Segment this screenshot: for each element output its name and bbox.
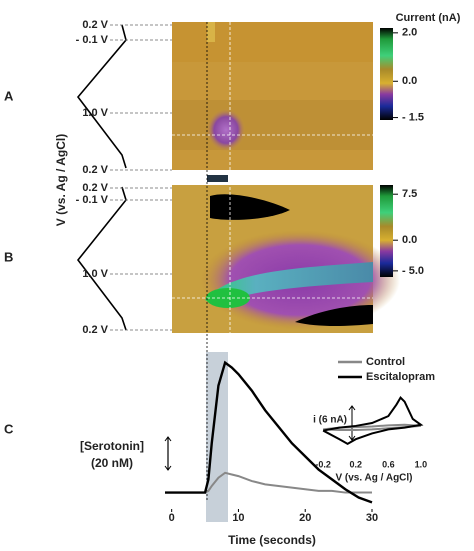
signal-blob	[206, 108, 246, 152]
cv-line	[322, 396, 424, 445]
potential-label: 0.2 V	[82, 324, 108, 336]
inset-x-label: V (vs. Ag / AgCl)	[335, 473, 412, 484]
colorbar-tick-label: 0.0	[402, 234, 417, 246]
potential-label: 0.2 V	[82, 182, 108, 194]
potential-label: - 0.1 V	[76, 34, 109, 46]
y-axis-label: V (vs. Ag / AgCl)	[54, 134, 68, 226]
potential-label: - 0.1 V	[76, 194, 109, 206]
x-tick-label: 10	[232, 512, 244, 524]
x-axis-label: Time (seconds)	[228, 533, 316, 547]
scale-bar-arrow	[164, 436, 172, 442]
colorbar-tick-label: 7.5	[402, 188, 417, 200]
panel-label: C	[4, 421, 14, 436]
colorbar-tick-label: 0.0	[402, 75, 417, 87]
colorbar-title: Current (nA)	[396, 12, 461, 24]
scale-bar-arrow	[348, 405, 356, 411]
colorbar-tick-label: - 5.0	[402, 265, 424, 277]
scale-bar-arrow	[348, 435, 356, 441]
legend-label: Escitalopram	[366, 371, 435, 383]
potential-label: 0.2 V	[82, 164, 108, 176]
colorplot-shade	[172, 22, 373, 62]
colorbar	[380, 185, 393, 277]
signal-negative	[295, 305, 373, 326]
waveform	[76, 186, 127, 331]
scale-bar-label: [Serotonin]	[80, 439, 144, 453]
x-tick-label: 30	[366, 512, 378, 524]
inset-y-label: i (6 nA)	[313, 415, 347, 426]
artifact	[207, 22, 215, 42]
colorplot-shade	[172, 100, 373, 150]
legend-label: Control	[366, 356, 405, 368]
waveform	[76, 24, 127, 169]
colorbar-tick-label: 2.0	[402, 27, 417, 39]
potential-label: 0.2 V	[82, 19, 108, 31]
scale-bar-label: (20 nM)	[91, 456, 133, 470]
cv-line	[323, 423, 421, 431]
potential-label: 1.0 V	[82, 268, 108, 280]
potential-label: 1.0 V	[82, 107, 108, 119]
inset-x-tick-label: 1.0	[415, 459, 428, 469]
x-tick-label: 20	[299, 512, 311, 524]
x-tick-label: 0	[169, 512, 175, 524]
colorbar	[380, 28, 393, 120]
stimulus-band	[206, 352, 228, 522]
inset-x-tick-label: 0.6	[382, 459, 395, 469]
panel-label: B	[4, 249, 13, 264]
colorbar-tick-label: - 1.5	[402, 111, 424, 123]
scale-bar-arrow	[164, 465, 172, 471]
stimulus-bar	[207, 175, 228, 182]
inset-x-tick-label: 0.2	[349, 459, 362, 469]
data-line	[165, 360, 373, 504]
panel-label: A	[4, 88, 14, 103]
inset-x-tick-label: -0.2	[315, 459, 331, 469]
